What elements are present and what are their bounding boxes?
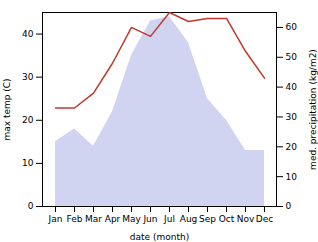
svg-text:max temp (C): max temp (C) [2,78,12,140]
svg-text:40: 40 [286,82,298,92]
svg-text:Mar: Mar [85,214,102,224]
svg-text:Jun: Jun [142,214,157,224]
svg-text:20: 20 [22,115,34,125]
svg-text:Sep: Sep [199,214,216,224]
svg-text:50: 50 [286,52,298,62]
svg-text:Oct: Oct [219,214,235,224]
svg-text:30: 30 [22,72,34,82]
svg-text:60: 60 [286,22,298,32]
svg-text:Dec: Dec [256,214,273,224]
svg-text:Apr: Apr [105,214,121,224]
svg-text:Jul: Jul [163,214,175,224]
svg-text:0: 0 [28,201,34,211]
svg-text:10: 10 [286,172,298,182]
svg-text:0: 0 [286,201,292,211]
svg-text:Aug: Aug [180,214,198,224]
svg-text:20: 20 [286,142,298,152]
svg-text:30: 30 [286,112,298,122]
svg-text:Feb: Feb [67,214,83,224]
svg-text:date (month): date (month) [130,232,189,242]
svg-text:May: May [122,214,141,224]
svg-text:med. precipitation (kg/m2): med. precipitation (kg/m2) [308,49,318,170]
svg-text:Jan: Jan [48,214,63,224]
svg-text:Nov: Nov [237,214,255,224]
svg-text:40: 40 [22,29,34,39]
svg-text:10: 10 [22,158,34,168]
